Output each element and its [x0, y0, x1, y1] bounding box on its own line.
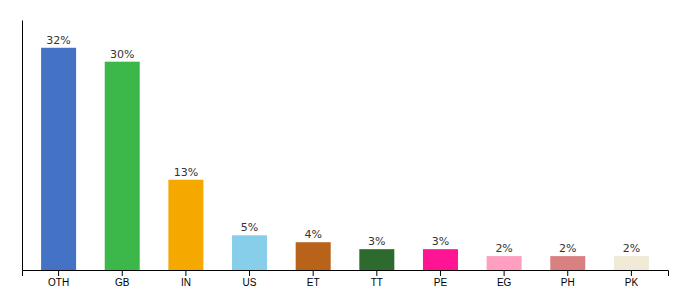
x-tick: IN — [181, 270, 191, 288]
x-tick-label: TT — [371, 277, 383, 288]
bar — [232, 235, 267, 270]
x-tick: EG — [497, 270, 512, 288]
x-tick-mark — [185, 270, 186, 276]
bar — [296, 242, 331, 270]
x-tick: TT — [371, 270, 383, 288]
data-label: 5% — [241, 221, 258, 234]
data-label: 2% — [559, 242, 576, 255]
data-label: 32% — [46, 34, 70, 47]
x-tick-mark — [504, 270, 505, 276]
x-tick-label: EG — [497, 277, 512, 288]
x-tick-label: GB — [115, 277, 130, 288]
x-tick: GB — [115, 270, 130, 288]
bar — [550, 256, 585, 270]
x-tick: OTH — [48, 270, 69, 288]
data-label: 2% — [623, 242, 640, 255]
data-label: 30% — [110, 48, 134, 61]
x-tick-label: US — [243, 277, 257, 288]
x-axis: OTH GB IN US ET TT PE EG PH PK — [23, 270, 669, 288]
x-tick-mark — [567, 270, 568, 276]
y-axis-line — [22, 21, 23, 271]
bar — [614, 256, 649, 270]
bar — [168, 180, 203, 270]
y-axis — [22, 21, 23, 271]
bar — [105, 62, 140, 270]
data-labels: 32% 30% 13% 5% 4% 3% 3% 2% 2% 2% — [46, 34, 640, 255]
data-label: 4% — [304, 228, 321, 241]
x-tick-label: IN — [181, 277, 191, 288]
x-tick: PK — [625, 270, 639, 288]
data-label: 3% — [368, 235, 385, 248]
x-tick-label: PK — [625, 277, 639, 288]
data-label: 13% — [174, 166, 198, 179]
x-tick: US — [243, 270, 257, 288]
x-tick-mark — [376, 270, 377, 276]
x-tick-mark — [58, 270, 59, 276]
x-tick: PH — [561, 270, 575, 288]
data-label: 3% — [432, 235, 449, 248]
x-tick-label: OTH — [48, 277, 69, 288]
x-tick: ET — [307, 270, 320, 288]
x-tick-mark — [631, 270, 632, 276]
bar — [423, 249, 458, 270]
chart: OTH GB IN US ET TT PE EG PH PK 32% 30% 13% 5% 4% 3% 3% 2%… — [0, 0, 680, 300]
bars — [41, 48, 649, 270]
x-tick-label: PE — [434, 277, 448, 288]
x-tick: PE — [434, 270, 448, 288]
bar — [487, 256, 522, 270]
x-tick-label: PH — [561, 277, 575, 288]
x-axis-line — [23, 271, 669, 277]
x-tick-mark — [313, 270, 314, 276]
plot: OTH GB IN US ET TT PE EG PH PK 32% 30% 13% 5% 4% 3% 3% 2%… — [23, 21, 669, 289]
bar — [359, 249, 394, 270]
x-tick-mark — [249, 270, 250, 276]
bar — [41, 48, 76, 270]
data-label: 2% — [495, 242, 512, 255]
x-tick-mark — [122, 270, 123, 276]
x-tick-label: ET — [307, 277, 320, 288]
x-tick-mark — [440, 270, 441, 276]
